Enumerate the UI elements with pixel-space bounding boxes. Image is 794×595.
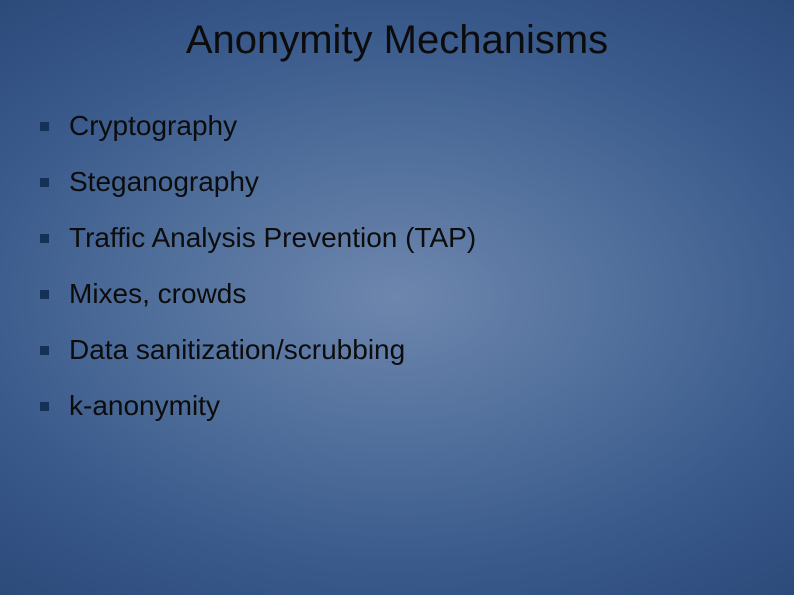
slide: Anonymity Mechanisms Cryptography Stegan… (0, 0, 794, 595)
slide-content: Cryptography Steganography Traffic Analy… (40, 110, 476, 446)
bullet-icon (40, 290, 49, 299)
list-item: Data sanitization/scrubbing (40, 334, 476, 366)
bullet-text: Traffic Analysis Prevention (TAP) (69, 222, 476, 254)
bullet-icon (40, 122, 49, 131)
list-item: Traffic Analysis Prevention (TAP) (40, 222, 476, 254)
bullet-text: Mixes, crowds (69, 278, 246, 310)
bullet-text: Steganography (69, 166, 259, 198)
bullet-icon (40, 402, 49, 411)
bullet-icon (40, 346, 49, 355)
bullet-text: Data sanitization/scrubbing (69, 334, 405, 366)
bullet-icon (40, 234, 49, 243)
bullet-text: k-anonymity (69, 390, 220, 422)
list-item: Mixes, crowds (40, 278, 476, 310)
slide-title: Anonymity Mechanisms (0, 18, 794, 63)
list-item: Cryptography (40, 110, 476, 142)
list-item: Steganography (40, 166, 476, 198)
list-item: k-anonymity (40, 390, 476, 422)
bullet-icon (40, 178, 49, 187)
bullet-text: Cryptography (69, 110, 237, 142)
